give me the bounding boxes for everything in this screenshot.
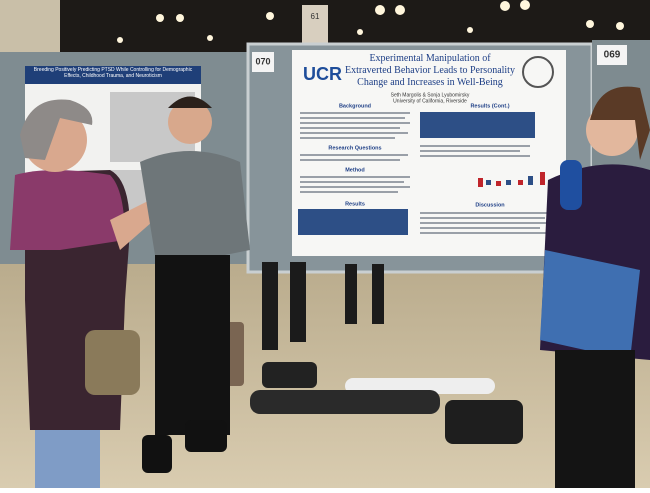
poster-title-box: Experimental Manipulation of Extraverted… [345, 53, 515, 88]
poster-authors: Seth Margolis & Sonja Lyubomirsky [391, 92, 470, 98]
pillar [302, 5, 328, 45]
board-number-text: 070 [255, 56, 270, 66]
wall [0, 0, 60, 60]
poster-title: Experimental Manipulation of Extraverted… [345, 53, 515, 88]
board-number-text: 069 [604, 50, 621, 61]
left-poster-title-box: Breeding Positively Predicting PTSD Whil… [33, 67, 193, 79]
background-people-legs [262, 262, 384, 350]
poster-figure [478, 172, 545, 187]
left-poster-header [25, 66, 201, 84]
person-center [140, 96, 250, 473]
poster-sections: Background Research Questions Method Res… [328, 103, 509, 208]
section-heading: Method [345, 167, 365, 173]
university-seal [522, 56, 554, 88]
pillar-sign: 61 [311, 12, 320, 21]
section-heading: Results [345, 201, 365, 207]
section-heading: Results (Cont.) [470, 103, 509, 109]
poster-affiliation: University of California, Riverside [393, 98, 467, 104]
ceiling-lights [117, 0, 624, 43]
poster-text-lines [300, 112, 550, 234]
section-heading: Discussion [475, 202, 505, 208]
results-table [420, 112, 535, 138]
person-right [540, 86, 650, 488]
section-heading: Research Questions [328, 145, 381, 151]
section-heading: Background [339, 103, 371, 109]
results-table [298, 209, 408, 235]
poster-logo: UCR [303, 64, 342, 84]
left-poster-title: Breeding Positively Predicting PTSD Whil… [33, 67, 193, 79]
board-number [252, 52, 274, 72]
board-number [597, 45, 627, 65]
